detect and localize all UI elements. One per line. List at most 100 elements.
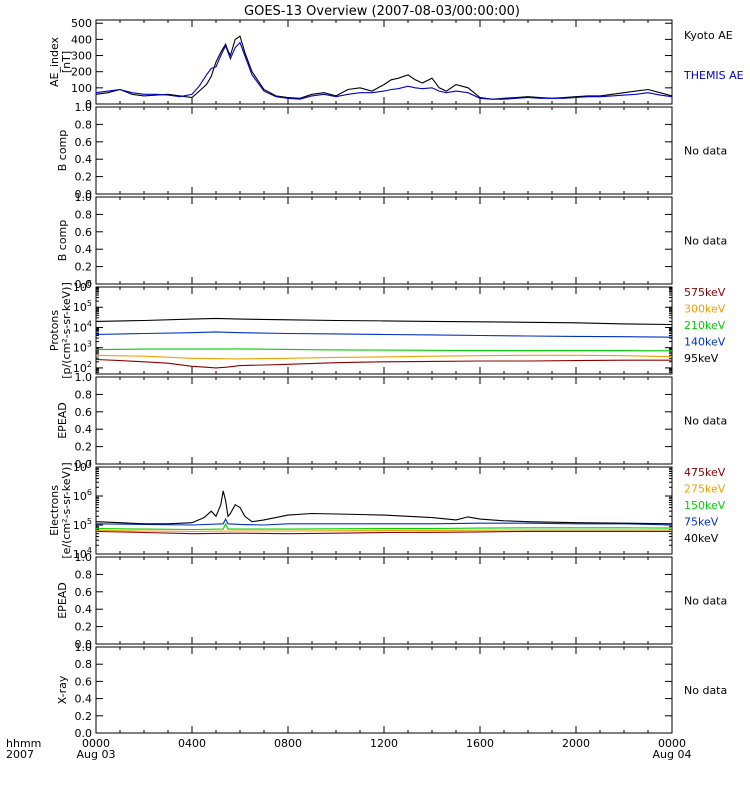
y-axis-label-line: [e/(cm²-s-sr-keV)] xyxy=(60,462,73,558)
y-tick-label: 105 xyxy=(73,299,92,314)
y-tick-label: 107 xyxy=(73,459,92,474)
y-tick-exponent: 3 xyxy=(87,340,92,349)
series-line-75kev xyxy=(95,517,673,526)
y-tick-exponent: 7 xyxy=(87,459,92,468)
panel-status: No data xyxy=(684,595,727,608)
y-tick-label: 0.2 xyxy=(75,441,93,454)
y-tick-exponent: 4 xyxy=(87,546,92,555)
plot-frame xyxy=(95,376,673,465)
panels: 0 100 200 300 400 500 AE_index[nT] Kyoto AE THEM… xyxy=(48,17,744,740)
series-line-150kev xyxy=(95,522,673,531)
x-axis-corner-bottom: 2007 xyxy=(6,748,34,761)
panel-protons: 102103104105106Protons[p/(cm²-s-sr-keV)]… xyxy=(48,279,726,379)
y-tick-label: 0.6 xyxy=(75,136,93,149)
panel-status: No data xyxy=(684,415,727,428)
y-tick-label: 0.4 xyxy=(75,153,93,166)
panel-bcomp1: 0.0 0.2 0.4 0.6 0.8 1.0 B comp No data xyxy=(56,101,727,201)
panel-ae: 0 100 200 300 400 500 AE_index[nT] Kyoto AE THEM… xyxy=(48,17,744,111)
y-tick-label: 0.2 xyxy=(75,710,93,723)
y-axis-label: B comp xyxy=(56,130,69,172)
legend-entry: 275keV xyxy=(684,483,726,496)
series-line-475kev xyxy=(95,530,672,535)
y-tick-label: 0.8 xyxy=(75,208,93,221)
legend-entry: 40keV xyxy=(684,532,719,545)
x-axis-corner-top: hhmm xyxy=(6,737,41,750)
legend-entry: 75keV xyxy=(684,516,719,529)
plot-frame xyxy=(95,466,673,555)
y-tick-label: 0.6 xyxy=(75,586,93,599)
plot-frame xyxy=(95,646,673,734)
y-tick-label: 0.2 xyxy=(75,621,93,634)
legend-entry: 475keV xyxy=(684,466,726,479)
y-tick-label: 105 xyxy=(73,517,92,532)
y-tick-label: 500 xyxy=(71,17,92,30)
panel-epead1: 0.0 0.2 0.4 0.6 0.8 1.0 EPEAD No data xyxy=(56,371,727,471)
panel-status: No data xyxy=(684,145,727,158)
y-tick-exponent: 2 xyxy=(87,360,92,369)
plot-frame xyxy=(95,196,673,285)
y-tick-label: 0.0 xyxy=(75,278,93,291)
x-tick-label: 0400 xyxy=(178,737,206,750)
y-axis-label: EPEAD xyxy=(56,582,69,619)
y-tick-label: 1.0 xyxy=(75,101,93,114)
x-tick-label: 1200 xyxy=(370,737,398,750)
x-tick-sublabel: Aug 03 xyxy=(77,748,116,761)
series-line-300kev xyxy=(95,354,673,360)
legend-entry: THEMIS AE xyxy=(683,69,744,82)
y-tick-exponent: 4 xyxy=(87,319,92,328)
legend-entry: 575keV xyxy=(684,286,726,299)
y-axis-label-line: Electrons xyxy=(48,485,61,536)
y-tick-exponent: 6 xyxy=(87,488,92,497)
y-tick-label: 0.6 xyxy=(75,226,93,239)
y-axis-label: AE_index[nT] xyxy=(48,36,73,87)
panel-xray: 0.0 0.2 0.4 0.6 0.8 1.0 X-ray No data xyxy=(56,641,727,740)
y-axis-label: Protons[p/(cm²-s-sr-keV)] xyxy=(48,282,73,379)
y-axis-label-line: B comp xyxy=(56,130,69,172)
y-axis-label: X-ray xyxy=(56,675,69,704)
legend-entry: 300keV xyxy=(684,303,726,316)
y-tick-label: 0.0 xyxy=(75,458,93,471)
series-line-themis-ae xyxy=(95,41,673,100)
y-tick-label: 1.0 xyxy=(75,191,93,204)
y-axis-label-line: [nT] xyxy=(60,51,73,73)
y-axis-label-line: [p/(cm²-s-sr-keV)] xyxy=(60,282,73,379)
y-axis-label-line: Protons xyxy=(48,310,61,351)
legend-entry: 210keV xyxy=(684,319,726,332)
x-tick-label: 0000 xyxy=(82,737,110,750)
y-tick-label: 0.2 xyxy=(75,171,93,184)
y-tick-label: 1.0 xyxy=(75,551,93,564)
y-tick-label: 300 xyxy=(71,50,92,63)
y-tick-label: 400 xyxy=(71,33,92,46)
y-axis-label-line: X-ray xyxy=(56,675,69,704)
figure-title: GOES-13 Overview (2007-08-03/00:00:00) xyxy=(244,4,520,19)
series-line-40kev xyxy=(95,490,673,525)
series-line-95kev xyxy=(95,317,673,326)
y-tick-label: 1.0 xyxy=(75,641,93,654)
series-line-kyoto-ae xyxy=(95,35,673,100)
series-line-140kev xyxy=(95,331,673,338)
legend-entry: Kyoto AE xyxy=(684,29,733,42)
legend-entry: 150keV xyxy=(684,499,726,512)
y-axis-label: EPEAD xyxy=(56,402,69,439)
panel-status: No data xyxy=(684,684,727,697)
y-tick-label: 0.4 xyxy=(75,423,93,436)
y-tick-exponent: 5 xyxy=(87,517,92,526)
y-axis-label: B comp xyxy=(56,220,69,262)
y-tick-label: 100 xyxy=(71,82,92,95)
legend-entry: 95keV xyxy=(684,352,719,365)
y-tick-exponent: 6 xyxy=(87,279,92,288)
y-axis-label-line: B comp xyxy=(56,220,69,262)
y-tick-label: 1.0 xyxy=(75,371,93,384)
y-axis-label: Electrons[e/(cm²-s-sr-keV)] xyxy=(48,462,73,558)
y-tick-label: 0.8 xyxy=(75,388,93,401)
y-tick-label: 0.4 xyxy=(75,243,93,256)
y-tick-label: 0.8 xyxy=(75,658,93,671)
series-line-275kev xyxy=(95,529,672,532)
y-tick-label: 0.2 xyxy=(75,261,93,274)
x-tick-label: 1600 xyxy=(466,737,494,750)
y-tick-label: 0.0 xyxy=(75,188,93,201)
y-tick-label: 0.8 xyxy=(75,118,93,131)
legend-entry: 140keV xyxy=(684,336,726,349)
